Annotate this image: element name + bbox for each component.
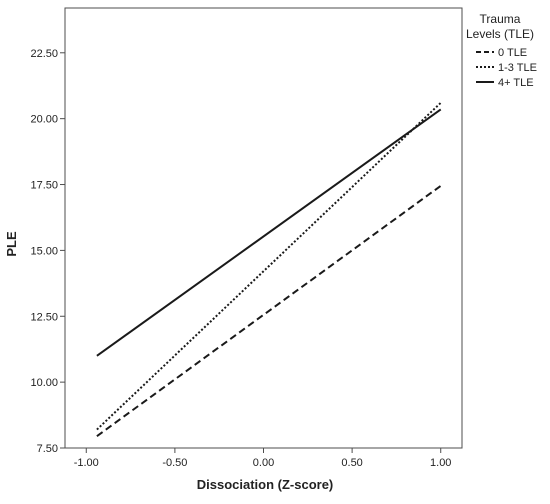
- legend-label: 1-3 TLE: [498, 62, 537, 74]
- y-axis-title: PLE: [4, 231, 19, 257]
- series-line-4-tle: [96, 108, 442, 357]
- y-tick-label: 17.50: [30, 180, 58, 192]
- x-tick-label: 1.00: [430, 457, 451, 469]
- legend-label: 0 TLE: [498, 47, 527, 59]
- legend-label: 4+ TLE: [498, 77, 534, 89]
- legend-items: 0 TLE 1-3 TLE 4+ TLE: [476, 47, 537, 89]
- y-tick-label: 20.00: [30, 114, 58, 126]
- y-tick-label: 15.00: [30, 245, 58, 257]
- y-axis: 7.50 10.00 12.50 15.00 17.50 20.00 22.50: [30, 48, 65, 455]
- x-tick-label: -1.00: [74, 457, 99, 469]
- series-line-1-3-tle: [96, 102, 442, 431]
- x-tick-label: 0.00: [253, 457, 274, 469]
- legend-title-line-2: Levels (TLE): [466, 27, 534, 41]
- y-tick-label: 22.50: [30, 48, 58, 60]
- y-tick-label: 12.50: [30, 311, 58, 323]
- legend: Trauma Levels (TLE) 0 TLE 1-3 TLE 4+ TLE: [466, 12, 537, 89]
- x-tick-label: -0.50: [162, 457, 187, 469]
- plot-border: [64, 7, 463, 449]
- legend-title-line-1: Trauma: [480, 12, 521, 26]
- x-axis: -1.00 -0.50 0.00 0.50 1.00: [74, 448, 451, 469]
- y-tick-label: 7.50: [37, 443, 58, 455]
- series-line-0-tle: [96, 185, 442, 437]
- x-axis-title: Dissociation (Z-score): [197, 477, 334, 492]
- y-tick-label: 10.00: [30, 377, 58, 389]
- x-tick-label: 0.50: [341, 457, 362, 469]
- series-lines: [96, 102, 442, 437]
- plot-area: [64, 7, 463, 449]
